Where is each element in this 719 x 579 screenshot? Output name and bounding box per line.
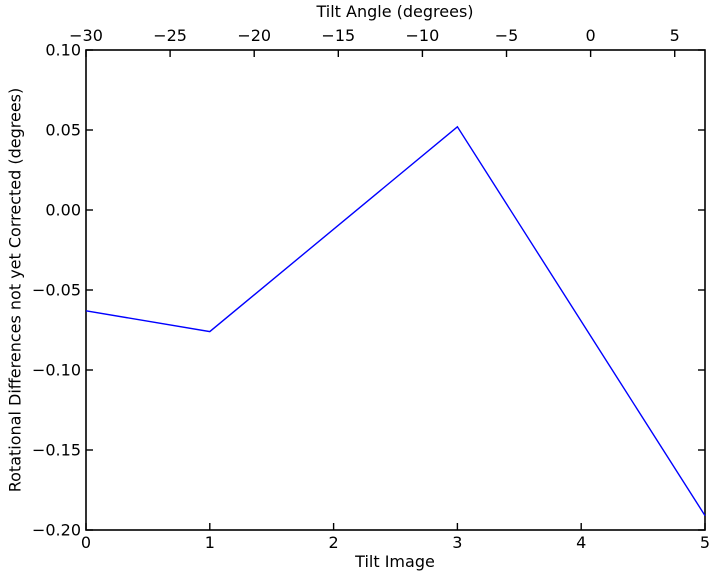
top-tick-label: 5 (669, 26, 680, 45)
top-tick-label: −30 (69, 26, 103, 45)
y-tick-label: 0.00 (45, 200, 81, 220)
x-axis-label: Tilt Image (355, 552, 435, 571)
top-tick-label: −20 (237, 26, 272, 45)
y-tick-label: 0.10 (45, 40, 81, 60)
top-axis-label: Tilt Angle (degrees) (316, 2, 474, 21)
y-axis-label: Rotational Differences not yet Corrected… (5, 87, 25, 493)
top-tick-label: −25 (153, 26, 187, 45)
x-tick-label: 2 (328, 533, 339, 552)
y-tick-label: −0.20 (31, 520, 81, 540)
x-tick-label: 3 (452, 533, 463, 552)
y-tick-label: −0.10 (31, 360, 81, 380)
top-tick-label: −15 (321, 26, 356, 45)
y-tick-label: 0.05 (45, 120, 81, 140)
x-tick-label: 1 (204, 533, 215, 552)
x-tick-label: 0 (80, 533, 92, 552)
top-tick-label: −10 (405, 26, 440, 45)
x-tick-label: 4 (576, 533, 587, 552)
y-tick-label: −0.15 (31, 440, 81, 460)
top-tick-label: 0 (585, 26, 596, 45)
x-tick-label: 5 (699, 533, 711, 552)
y-tick-label: −0.05 (31, 280, 81, 300)
top-tick-label: −5 (494, 26, 519, 45)
